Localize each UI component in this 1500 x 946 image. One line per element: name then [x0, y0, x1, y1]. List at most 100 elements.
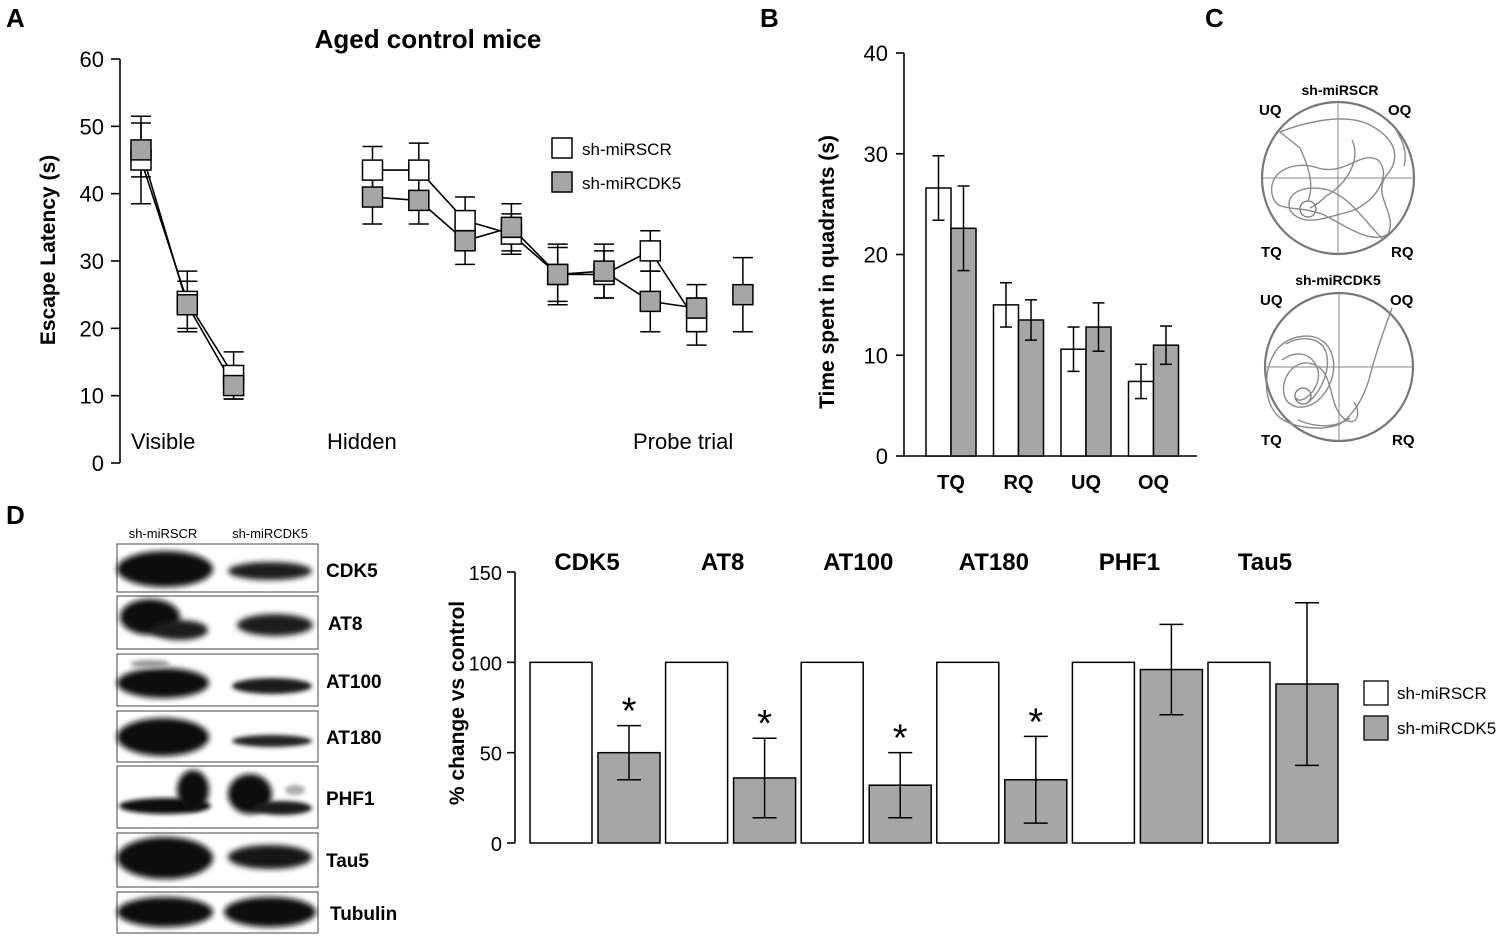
maze-title-cdk5: sh-miRCDK5 — [1295, 272, 1381, 288]
data-point — [408, 189, 430, 212]
significance-marker: * — [893, 718, 908, 760]
category-label: AT180 — [959, 549, 1029, 576]
blot-band — [224, 897, 316, 927]
blot-band — [228, 562, 312, 580]
panel-b-y-label: Time spent in quadrants (s) — [816, 135, 839, 409]
panel-b-quadrant-time-chart: 0 10 20 30 40 Time spent in quadrants (s) TQ… — [816, 41, 1197, 494]
phase-label-hidden: Hidden — [327, 429, 397, 454]
blot-row-tubulin: Tubulin — [116, 891, 397, 934]
panel-label-d: D — [6, 500, 25, 530]
data-point — [176, 294, 199, 316]
maze-cdk5-platform — [1294, 387, 1312, 405]
y-tick-label: 40 — [864, 41, 888, 66]
data-point — [593, 260, 615, 282]
blot-row-label: Tubulin — [330, 904, 397, 925]
data-point — [639, 240, 662, 262]
y-tick-label: 50 — [480, 744, 502, 766]
y-tick-label: 10 — [80, 384, 104, 409]
blot-band — [232, 735, 312, 747]
data-point — [361, 186, 384, 208]
data-point — [454, 209, 476, 232]
series-line — [140, 159, 235, 376]
legend-d-label-control: sh-miRSCR — [1397, 684, 1487, 703]
bar — [950, 227, 977, 457]
blot-row-label: AT8 — [328, 614, 362, 635]
panel-d-western-blot: sh-miRSCR sh-miRCDK5 CDK5 AT8 AT100 AT — [116, 526, 397, 934]
legend-d-swatch-control — [1363, 680, 1389, 706]
maze-title-control: sh-miRSCR — [1301, 82, 1378, 98]
panel-a-escape-latency-chart: Aged control mice 0 10 20 30 40 50 60 Escape L… — [37, 24, 754, 476]
blot-row-phf1: PHF1 — [116, 765, 375, 829]
bar — [529, 661, 593, 844]
y-tick-label: 20 — [864, 243, 888, 268]
maze-cdk5-quadrant-uq: UQ — [1260, 292, 1283, 309]
blot-frame — [116, 765, 319, 829]
data-point — [130, 139, 152, 161]
blot-band — [232, 678, 312, 694]
bar — [800, 661, 864, 844]
blot-band — [117, 668, 209, 698]
category-label: RQ — [1004, 472, 1034, 494]
significance-marker: * — [757, 703, 772, 745]
series-line — [140, 149, 235, 386]
data-point — [546, 263, 569, 286]
maze-cdk5-swim-track — [1265, 307, 1393, 429]
blot-lane-label-control: sh-miRSCR — [129, 526, 198, 541]
blot-band — [117, 551, 213, 587]
category-label: CDK5 — [554, 549, 619, 576]
legend-label-control: sh-miRSCR — [582, 140, 672, 159]
phase-label-visible: Visible — [131, 429, 195, 454]
category-label: TQ — [937, 472, 965, 494]
blot-row-cdk5: CDK5 — [116, 543, 378, 593]
data-point — [500, 216, 523, 239]
significance-marker: * — [1028, 701, 1043, 743]
data-point — [685, 297, 708, 319]
legend-swatch-control — [551, 137, 573, 159]
category-label: OQ — [1138, 472, 1169, 494]
y-tick-label: 30 — [864, 142, 888, 167]
blot-band — [117, 837, 213, 879]
blot-row-label: CDK5 — [326, 561, 378, 582]
maze-cdk5-quadrant-rq: RQ — [1392, 432, 1415, 449]
data-point — [222, 374, 245, 397]
y-tick-label: 0 — [491, 834, 502, 856]
blot-row-label: PHF1 — [326, 789, 375, 810]
blot-band — [285, 785, 305, 795]
blot-band — [152, 620, 208, 640]
blot-row-tau5: Tau5 — [116, 832, 369, 888]
y-tick-label: 20 — [80, 316, 104, 341]
category-label: AT100 — [823, 549, 893, 576]
category-label: UQ — [1071, 472, 1101, 494]
blot-band — [177, 770, 209, 810]
panel-label-b: B — [760, 3, 779, 33]
maze-cdk5-quadrant-oq: OQ — [1390, 292, 1414, 309]
blot-row-at180: AT180 — [116, 710, 382, 763]
legend-d-swatch-cdk5 — [1363, 715, 1389, 741]
category-label: PHF1 — [1099, 549, 1160, 576]
y-tick-label: 0 — [92, 451, 104, 476]
data-point — [732, 283, 754, 306]
legend-label-cdk5: sh-miRCDK5 — [582, 174, 681, 193]
blot-lane-label-cdk5: sh-miRCDK5 — [232, 526, 308, 541]
blot-row-at8: AT8 — [116, 595, 362, 650]
legend-swatch-cdk5 — [551, 171, 573, 193]
category-label: AT8 — [701, 549, 745, 576]
maze-control-quadrant-uq: UQ — [1259, 102, 1282, 119]
y-tick-label: 100 — [469, 653, 502, 675]
maze-control-quadrant-tq: TQ — [1261, 244, 1282, 261]
blot-band — [237, 614, 313, 636]
panel-d-y-label: % change vs control — [446, 601, 469, 805]
significance-marker: * — [622, 691, 637, 733]
maze-control-quadrant-oq: OQ — [1388, 102, 1412, 119]
panel-a-y-label: Escape Latency (s) — [37, 155, 60, 345]
blot-row-label: AT180 — [326, 728, 382, 749]
bar — [664, 661, 729, 844]
blot-row-label: AT100 — [326, 672, 382, 693]
y-tick-label: 0 — [876, 444, 888, 469]
y-tick-label: 40 — [80, 182, 104, 207]
blot-band — [117, 897, 213, 927]
bar — [925, 187, 952, 457]
blot-band — [252, 801, 312, 815]
y-tick-label: 10 — [864, 343, 888, 368]
